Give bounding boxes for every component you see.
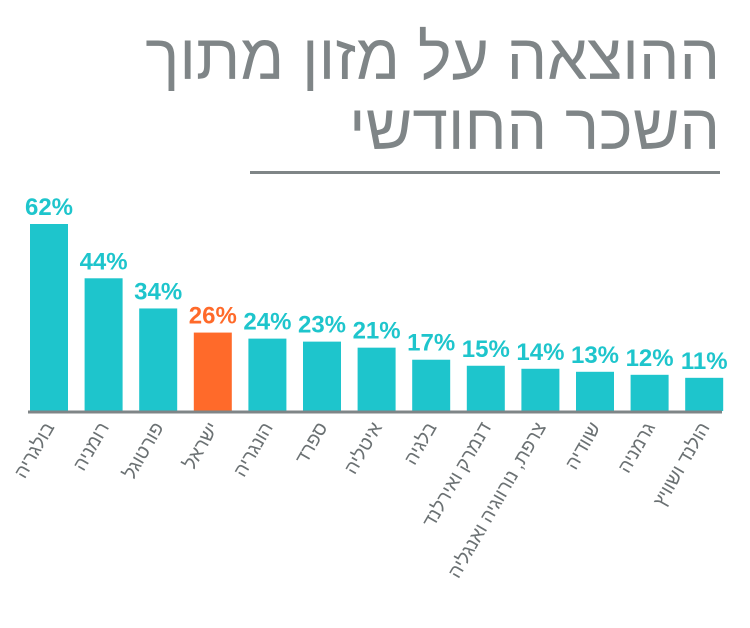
value-label-3: 26% bbox=[189, 303, 237, 330]
category-label-1: רומניה bbox=[70, 419, 114, 475]
bar-4 bbox=[248, 338, 287, 411]
bar-9 bbox=[521, 368, 560, 411]
bar-8 bbox=[466, 365, 505, 411]
value-label-0: 62% bbox=[25, 194, 73, 221]
value-label-11: 12% bbox=[626, 345, 674, 372]
chart-title-line-1: ההוצאה על מזון מתוך bbox=[145, 21, 720, 93]
category-label-2: פורטוגל bbox=[119, 419, 168, 483]
bar-10 bbox=[576, 371, 614, 411]
category-label-0: בולגריה bbox=[11, 419, 60, 482]
bar-2 bbox=[139, 308, 178, 411]
category-label-9: צרפת, נורווגיה ואנגליה bbox=[445, 419, 551, 582]
bar-3 bbox=[193, 332, 232, 411]
value-label-7: 17% bbox=[407, 330, 455, 357]
bar-12 bbox=[685, 377, 724, 411]
value-label-6: 21% bbox=[353, 318, 401, 345]
chart-title: ההוצאה על מזון מתוך השכר החודשי bbox=[120, 22, 720, 162]
bar-5 bbox=[303, 341, 341, 411]
category-label-11: גרמניה bbox=[614, 419, 660, 477]
category-label-10: שוודיה bbox=[562, 419, 606, 474]
value-label-8: 15% bbox=[462, 336, 510, 363]
bar-7 bbox=[412, 359, 451, 411]
value-label-4: 24% bbox=[243, 309, 291, 336]
category-label-4: הונגריה bbox=[230, 419, 278, 481]
category-label-12: הולנד ושוויץ bbox=[650, 419, 715, 510]
category-label-6: איטליה bbox=[341, 419, 387, 478]
value-label-9: 14% bbox=[516, 339, 564, 366]
bar-1 bbox=[84, 278, 123, 411]
category-label-3: ישראל bbox=[180, 419, 223, 473]
category-label-7: בלגיה bbox=[401, 419, 442, 469]
bar-0 bbox=[30, 224, 68, 411]
value-label-10: 13% bbox=[571, 342, 619, 369]
bar-6 bbox=[357, 347, 396, 411]
value-label-5: 23% bbox=[298, 312, 346, 339]
value-label-12: 11% bbox=[681, 348, 728, 375]
value-label-1: 44% bbox=[80, 248, 128, 275]
bar-11 bbox=[630, 374, 669, 411]
chart-title-line-2: השכר החודשי bbox=[349, 91, 720, 163]
title-underline bbox=[250, 171, 720, 174]
category-label-5: ספרד bbox=[292, 419, 332, 468]
value-label-2: 34% bbox=[134, 278, 182, 305]
